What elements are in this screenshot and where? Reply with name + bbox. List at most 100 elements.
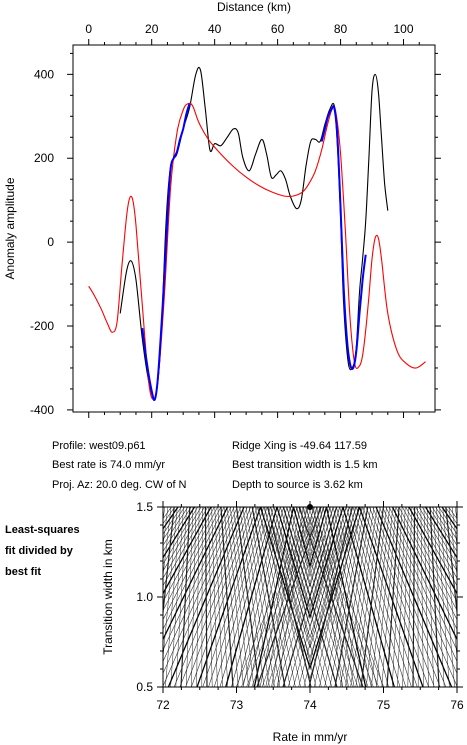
contour-line	[242, 507, 378, 687]
contour-line	[272, 507, 331, 687]
contour-line	[204, 507, 208, 687]
x-tick-label: 80	[334, 22, 348, 36]
contour-line	[163, 507, 457, 579]
contour-line	[163, 507, 457, 546]
contour-line	[267, 507, 328, 687]
contour-line	[448, 507, 457, 578]
contour-line	[397, 507, 406, 687]
x-tick-label: 76	[450, 698, 464, 712]
x-tick-label: 40	[208, 22, 222, 36]
contour-line	[165, 507, 181, 687]
contour-line	[163, 507, 457, 559]
contour-line	[345, 507, 375, 687]
contour-line	[264, 507, 307, 687]
contour-line	[289, 507, 348, 687]
contour-line	[258, 507, 296, 687]
y-tick-label: 1.0	[136, 590, 153, 604]
note-line-1: Least-squares	[5, 524, 80, 536]
y-tick-label: 1.5	[136, 500, 153, 514]
contour-line	[175, 507, 187, 687]
contour-line	[360, 507, 384, 687]
note-line-3: best fit	[5, 566, 42, 578]
contour-line	[185, 507, 194, 687]
contour-line	[420, 507, 424, 687]
series-line-3	[320, 105, 367, 370]
y-tick-label: 200	[34, 151, 54, 165]
contour-line	[273, 507, 322, 687]
y-tick-label: 0	[47, 235, 54, 249]
contour-line	[339, 507, 372, 687]
best-fit-point	[307, 504, 313, 510]
contour-line	[191, 507, 197, 687]
contour-line	[208, 507, 213, 687]
contour-line	[292, 507, 353, 687]
contour-lines	[163, 507, 457, 687]
x-tick-label: 0	[85, 22, 92, 36]
x-tick-label: 73	[230, 698, 244, 712]
contour-line	[376, 507, 394, 687]
contour-line	[381, 507, 397, 687]
contour-line	[242, 507, 270, 687]
contour-line	[276, 507, 344, 620]
contour-line	[308, 507, 379, 687]
contour-line	[263, 507, 357, 659]
x-axis-label: Rate in mm/yr	[273, 730, 348, 744]
contour-line	[180, 507, 191, 687]
contour-line	[298, 507, 364, 687]
contour-line	[163, 507, 457, 612]
contour-line	[355, 507, 381, 687]
ridge-crossing-label: Ridge Xing is -49.64 117.59	[232, 440, 367, 452]
contour-line	[211, 507, 218, 687]
contour-line	[436, 507, 450, 687]
note-line-2: fit divided by	[5, 545, 73, 557]
contour-line	[277, 507, 334, 687]
x-tick-label: 72	[156, 698, 170, 712]
contour-line	[261, 507, 325, 687]
contour-line	[256, 507, 364, 680]
contour-line	[246, 507, 315, 687]
contour-line	[163, 507, 457, 621]
contour-line	[350, 507, 378, 687]
contour-line	[426, 507, 435, 687]
contour-line	[256, 507, 322, 687]
contour-line	[303, 507, 350, 687]
contour-line	[217, 507, 229, 687]
contour-line	[163, 507, 457, 687]
contour-line	[439, 507, 455, 687]
contour-line	[219, 507, 401, 687]
contour-line	[239, 507, 265, 687]
contour-line	[296, 507, 324, 557]
contour-line	[407, 507, 412, 687]
contour-line	[163, 507, 457, 651]
contour-line	[319, 507, 359, 687]
contour-line	[245, 507, 275, 687]
contour-line	[213, 507, 407, 687]
contour-line	[282, 507, 338, 687]
contour-line	[196, 507, 200, 687]
contour-line	[236, 507, 260, 687]
contour-line	[191, 507, 429, 687]
contour-line	[163, 507, 457, 630]
contour-line	[170, 507, 184, 687]
contour-line	[226, 507, 244, 687]
contour-line	[276, 507, 327, 687]
contour-line	[365, 507, 387, 687]
y-axis-label: Anomaly amplitude	[3, 177, 17, 279]
contour-line	[163, 507, 169, 548]
contour-line	[163, 507, 175, 618]
y-axis-label: Transition width in km	[101, 539, 115, 655]
contour-line	[230, 507, 249, 687]
contour-line	[305, 507, 374, 687]
contour-line	[451, 507, 457, 548]
contour-line	[214, 507, 223, 687]
contour-line	[301, 507, 369, 687]
contour-line	[311, 507, 385, 687]
contour-line	[280, 507, 333, 687]
contour-line	[429, 507, 440, 687]
contour-line	[248, 507, 281, 687]
contour-line	[163, 507, 457, 552]
misfit-contour-chart: 72 73 74 75 76 Rate in mm/yr 0.5 1.0 1.5 Transiti…	[101, 500, 464, 744]
contour-line	[270, 507, 350, 639]
contour-line	[295, 507, 359, 687]
x-tick-label: 100	[394, 22, 414, 36]
